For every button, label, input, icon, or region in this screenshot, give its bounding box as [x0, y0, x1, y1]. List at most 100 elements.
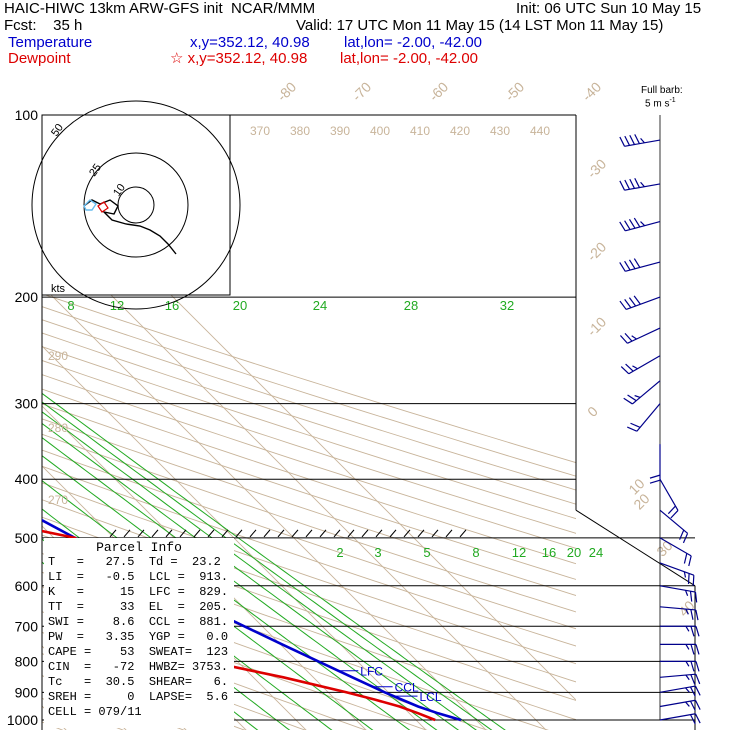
- dry-adiabat-line: [42, 611, 367, 730]
- dry-adiabat-line: [42, 499, 576, 683]
- dry-adiabat-line: [42, 482, 576, 665]
- legend-temperature-xy: x,y=352.12, 40.98: [190, 34, 310, 51]
- wind-barb: [660, 643, 700, 655]
- level-label-lcl: LCL: [420, 690, 442, 704]
- hatch-mark: [417, 529, 425, 538]
- parcel-info-row: SREH = 0 LAPSE= 5.6: [48, 690, 229, 704]
- hatch-mark: [277, 529, 285, 538]
- pressure-tick-label: 500: [15, 530, 39, 546]
- wind-barb: [659, 713, 701, 725]
- wind-barb: [659, 585, 698, 603]
- parcel-info-row: CIN = -72 HWBZ= 3753.: [48, 660, 229, 674]
- header-title: HAIC-HIWC 13km ARW-GFS init NCAR/MMM: [4, 0, 316, 17]
- hatch-mark: [319, 529, 327, 538]
- parcel-info-row: TT = 33 EL = 205.: [48, 600, 229, 614]
- mixing-ratio-label: 20: [233, 298, 247, 313]
- mixing-ratio-label: 8: [472, 545, 479, 560]
- mixing-ratio-label: 12: [512, 545, 526, 560]
- hatch-mark: [459, 529, 467, 538]
- hatch-mark: [207, 529, 215, 538]
- parcel-info-row: T = 27.5 Td = 23.2: [48, 555, 221, 569]
- hatch-mark: [375, 529, 383, 538]
- pressure-tick-label: 700: [15, 618, 39, 634]
- isotherm-label: -80: [274, 79, 300, 105]
- dry-adiabat-line: [42, 433, 576, 613]
- theta-label: 400: [370, 124, 390, 138]
- dry-adiabat-line: [42, 449, 576, 630]
- wind-barb: [659, 562, 695, 586]
- pressure-tick-label: 400: [15, 471, 39, 487]
- hatch-mark: [361, 529, 369, 538]
- wind-barb: [659, 685, 701, 697]
- theta-label: 280: [48, 421, 68, 435]
- mixing-ratio-line: [42, 392, 506, 730]
- hodograph-ring: [83, 152, 189, 258]
- dry-adiabat-line: [42, 591, 428, 730]
- theta-label: 420: [450, 124, 470, 138]
- pressure-tick-label: 600: [15, 578, 39, 594]
- hodograph-ring: [117, 186, 155, 224]
- wind-barb: [659, 537, 692, 567]
- pressure-tick-label: 300: [15, 396, 39, 412]
- wind-barb: [660, 625, 700, 637]
- hodograph: 10 25 50 kts: [31, 100, 241, 310]
- theta-label: 430: [490, 124, 510, 138]
- parcel-info-row: CELL = 079/11: [48, 705, 142, 719]
- hatch-mark: [109, 529, 117, 538]
- hatch-mark: [165, 529, 173, 538]
- dewpoint-profile-line: [42, 529, 436, 722]
- isotherm-label: -30: [584, 156, 610, 182]
- hatch-mark: [221, 529, 229, 538]
- header-init-time: Init: 06 UTC Sun 10 May 15: [516, 0, 702, 17]
- parcel-info-row: PW = 3.35 YGP = 0.0: [48, 630, 229, 644]
- hatch-mark: [137, 529, 145, 538]
- parcel-info-panel: Parcel Info T = 27.5 Td = 23.2 LI = -0.5 …: [44, 538, 234, 728]
- pressure-tick-label: 800: [15, 653, 39, 669]
- hatch-mark: [305, 529, 313, 538]
- dry-adiabat-line: [42, 346, 576, 520]
- parcel-info-title: Parcel Info: [96, 540, 182, 555]
- hatch-mark: [179, 529, 187, 538]
- mixing-ratio-label: 16: [542, 545, 556, 560]
- isotherm-line: [42, 345, 427, 730]
- hatch-mark: [249, 529, 257, 538]
- level-markers: ELLFCCCLLCL: [338, 665, 442, 704]
- legend-dewpoint: Dewpoint: [8, 50, 71, 67]
- hodograph-ring-label: 25: [87, 162, 104, 179]
- parcel-info-row: SWI = 8.6 CCL = 881.: [48, 615, 229, 629]
- level-label-ccl: CCL: [395, 681, 419, 695]
- isotherm-line: [42, 405, 367, 730]
- wind-barb: [620, 355, 661, 375]
- mixing-ratio-line: [42, 401, 493, 730]
- barb-key-line2: 5 m s-1: [645, 97, 676, 110]
- theta-label: 380: [290, 124, 310, 138]
- mixing-ratio-label: 5: [423, 545, 430, 560]
- hatch-mark: [431, 529, 439, 538]
- mixing-ratio-line: [42, 422, 460, 730]
- wind-barbs: [619, 115, 701, 725]
- mixing-ratio-label: 3: [374, 545, 381, 560]
- right-axis-slant: [575, 509, 696, 587]
- theta-label: 390: [330, 124, 350, 138]
- wind-barb: [659, 478, 679, 519]
- wind-barb: [659, 509, 689, 544]
- hodograph-ring: [31, 100, 241, 310]
- legend-temperature-latlon: lat,lon= -2.00, -42.00: [344, 34, 483, 51]
- header-valid-time: Valid: 17 UTC Mon 11 May 15 (14 LST Mon …: [296, 17, 664, 34]
- hodograph-ring-label: 10: [111, 182, 128, 199]
- legend-dewpoint-latlon: lat,lon= -2.00, -42.00: [340, 50, 479, 67]
- isotherm-line: [42, 225, 547, 730]
- hatch-mark: [291, 529, 299, 538]
- dry-adiabat-line: [42, 306, 576, 477]
- level-label-lfc: LFC: [360, 665, 383, 679]
- isotherm-label: 0: [584, 403, 601, 420]
- theta-label: 270: [48, 493, 68, 507]
- pressure-tick-label: 1000: [7, 712, 38, 728]
- wind-barb: [623, 380, 661, 405]
- legend-temperature: Temperature: [8, 34, 93, 51]
- star-icon: ☆: [170, 50, 184, 67]
- theta-label: 290: [48, 349, 68, 363]
- mixing-ratio-label: 20: [567, 545, 581, 560]
- hatch-mark: [403, 529, 411, 538]
- theta-label: 410: [410, 124, 430, 138]
